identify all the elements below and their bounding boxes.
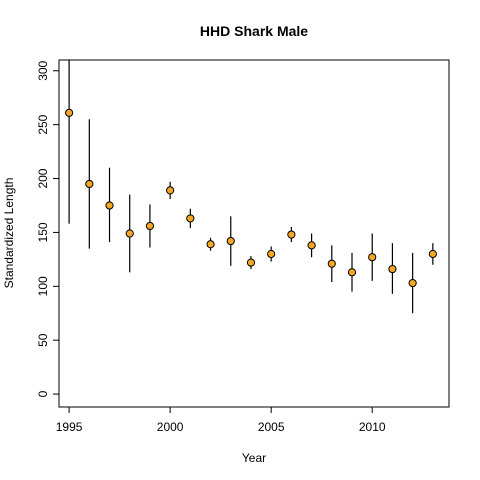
- x-axis: 1995 2000 2005 2010: [56, 407, 386, 434]
- data-point: [105, 201, 114, 210]
- data-point: [368, 253, 377, 262]
- data-point: [85, 179, 94, 189]
- data-point: [186, 214, 195, 223]
- data-points: [65, 108, 437, 288]
- y-axis-label: Standardized Length: [2, 178, 16, 289]
- data-point: [125, 229, 134, 238]
- y-axis: 0 50 100 150 200 250 300: [36, 60, 59, 397]
- data-point: [65, 108, 74, 117]
- x-tick-label: 1995: [56, 420, 83, 434]
- data-point: [145, 221, 155, 231]
- data-point: [347, 268, 357, 277]
- x-tick-label: 2005: [258, 420, 285, 434]
- data-point: [408, 278, 417, 288]
- error-bars: [68, 60, 434, 314]
- data-point: [388, 264, 397, 274]
- plot-frame: [58, 59, 450, 408]
- y-tick-label: 100: [36, 276, 50, 296]
- y-tick-label: 0: [36, 390, 50, 397]
- y-tick-label: 250: [36, 114, 50, 134]
- chart-title: HHD Shark Male: [200, 23, 308, 39]
- data-point: [267, 249, 276, 259]
- y-tick-label: 50: [36, 333, 50, 347]
- data-point: [226, 236, 235, 246]
- data-point: [428, 249, 437, 259]
- data-point: [307, 241, 316, 250]
- data-point: [287, 230, 296, 239]
- data-point: [327, 259, 336, 268]
- data-point: [246, 258, 256, 267]
- y-tick-label: 300: [36, 60, 50, 80]
- x-tick-label: 2000: [157, 420, 184, 434]
- y-tick-label: 200: [36, 168, 50, 188]
- data-point: [206, 240, 215, 249]
- x-axis-label: Year: [242, 451, 266, 465]
- y-tick-label: 150: [36, 222, 50, 242]
- x-tick-label: 2010: [359, 420, 386, 434]
- data-point: [166, 186, 175, 195]
